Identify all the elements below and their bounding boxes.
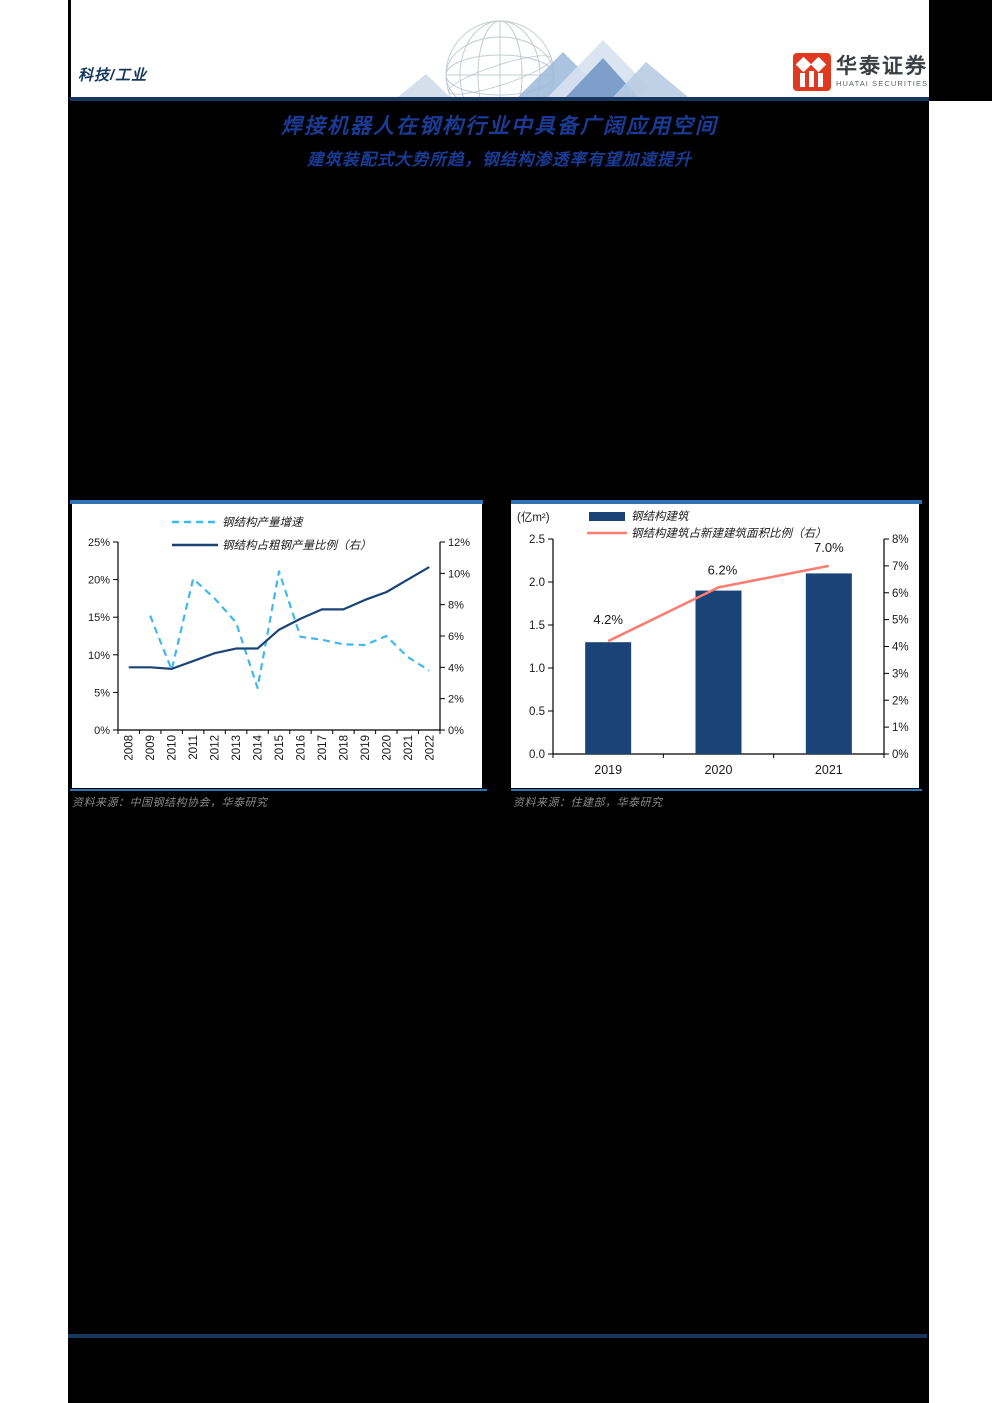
right-axis-tick-label: 8% [448, 600, 464, 612]
x-axis-year-label: 2019 [360, 735, 372, 761]
legend-label: 钢结构建筑 [631, 510, 690, 523]
huatai-logo: 华泰证券 HUATAI SECURITIES [793, 50, 929, 94]
bar-2021 [805, 573, 852, 754]
right-axis-tick-label: 3% [892, 668, 909, 680]
right-axis-tick-label: 12% [448, 537, 470, 549]
ribbon-shape [613, 62, 688, 97]
left-source-text: 资料来源：中国钢结构协会，华泰研究 [72, 797, 268, 809]
left-axis-tick-label: 25% [88, 537, 110, 549]
left-axis-tick-label: 1.0 [529, 663, 545, 675]
left-page-border [68, 0, 71, 101]
left-axis-tick-label: 10% [88, 650, 110, 662]
ribbon-shape [566, 58, 638, 97]
right-axis-tick-label: 8% [892, 534, 909, 546]
globe-watermark-graphic [398, 20, 688, 97]
bar-2019 [585, 642, 632, 754]
left-axis-tick-label: 0.0 [529, 749, 545, 761]
right-axis-tick-label: 0% [892, 749, 909, 761]
right-chart-top-rule [511, 500, 922, 504]
right-axis-tick-label: 1% [892, 722, 909, 734]
brand-name-cn: 华泰证券 [836, 55, 928, 79]
x-axis-year-label: 2021 [815, 763, 843, 777]
ribbon-shape [398, 74, 450, 97]
left-axis-tick-label: 20% [88, 575, 110, 587]
x-axis-year-label: 2018 [338, 735, 350, 761]
right-source-rule [511, 789, 922, 791]
left-axis-tick-label: 2.5 [529, 534, 545, 546]
page-title: 焊接机器人在钢构行业中具备广阔应用空间 [281, 115, 718, 138]
series-dashed-line [149, 570, 430, 689]
left-axis-tick-label: 2.0 [529, 577, 545, 589]
globe-watermark [398, 18, 688, 97]
right-axis-tick-label: 10% [448, 568, 470, 580]
right-chart: 0.0 0.5 1.0 1.5 2.0 2.5 0% 1% 2% 3% 4% 5% 6% 7% 8% 2019… [517, 510, 909, 777]
series-ratio-line [607, 564, 830, 643]
right-source-text: 资料来源：住建部，华泰研究 [513, 797, 663, 809]
left-chart-panel: 0% 5% 10% 15% 20% 25% 0% 2% 4% 6% 8% 10% 12% 2008 2009… [72, 504, 482, 788]
x-axis-year-label: 2014 [253, 734, 265, 760]
x-axis-year-label: 2010 [167, 735, 179, 761]
left-chart-top-rule [70, 500, 483, 504]
x-axis-year-label: 2012 [210, 735, 222, 761]
data-label: 4.2% [593, 612, 623, 627]
left-axis-tick-label: 0% [94, 725, 110, 737]
x-axis-year-label: 2009 [145, 735, 157, 761]
left-source-rule [70, 789, 487, 791]
left-axis-tick-label: 1.5 [529, 620, 545, 632]
right-axis-tick-label: 2% [448, 694, 464, 706]
x-axis-year-label: 2015 [274, 735, 286, 761]
x-axis-year-label: 2017 [317, 735, 329, 761]
bottom-divider [68, 1334, 927, 1338]
left-axis-tick-label: 5% [94, 687, 110, 699]
header-divider [70, 97, 929, 101]
left-axis-tick-label: 0.5 [529, 706, 545, 718]
x-axis-year-label: 2019 [594, 763, 622, 777]
right-axis-tick-label: 6% [892, 588, 909, 600]
brand-name-en: HUATAI SECURITIES [836, 79, 929, 89]
x-axis-year-label: 2022 [424, 735, 436, 761]
right-axis-tick-label: 7% [892, 561, 909, 573]
page-subtitle: 建筑装配式大势所趋，钢结构渗透率有望加速提升 [307, 151, 692, 169]
right-axis-tick-label: 2% [892, 695, 909, 707]
legend-label: 钢结构产量增速 [222, 516, 304, 529]
legend-label: 钢结构建筑占新建建筑面积比例（右） [631, 527, 827, 540]
x-axis-year-label: 2011 [188, 735, 200, 760]
left-axis-tick-label: 15% [88, 612, 110, 624]
x-axis-year-label: 2008 [124, 735, 136, 761]
axis-unit-label: (亿m²) [517, 511, 550, 524]
right-axis-tick-label: 5% [892, 615, 909, 627]
right-axis-tick-label: 4% [448, 662, 464, 674]
series-solid-line [128, 566, 430, 670]
x-axis-year-label: 2013 [231, 735, 243, 761]
report-category: 科技/工业 [78, 67, 148, 84]
right-axis-tick-label: 4% [892, 642, 909, 654]
x-axis-year-label: 2016 [295, 735, 307, 761]
data-label: 7.0% [814, 540, 844, 555]
x-axis-year-label: 2020 [705, 763, 733, 777]
huatai-logo-icon [793, 53, 831, 91]
right-axis-tick-label: 0% [448, 725, 464, 737]
bar-2020 [695, 590, 742, 754]
legend-label: 钢结构占粗钢产量比例（右） [222, 539, 372, 552]
x-axis-year-label: 2020 [381, 735, 393, 761]
left-chart: 0% 5% 10% 15% 20% 25% 0% 2% 4% 6% 8% 10% 12% 2008 2009… [88, 516, 470, 761]
legend-swatch [589, 512, 625, 521]
x-axis-year-label: 2021 [403, 735, 415, 761]
right-chart-panel: 0.0 0.5 1.0 1.5 2.0 2.5 0% 1% 2% 3% 4% 5% 6% 7% 8% 2019… [511, 504, 919, 788]
right-axis-tick-label: 6% [448, 631, 464, 643]
top-right-black-block [929, 0, 992, 101]
data-label: 6.2% [708, 562, 738, 577]
